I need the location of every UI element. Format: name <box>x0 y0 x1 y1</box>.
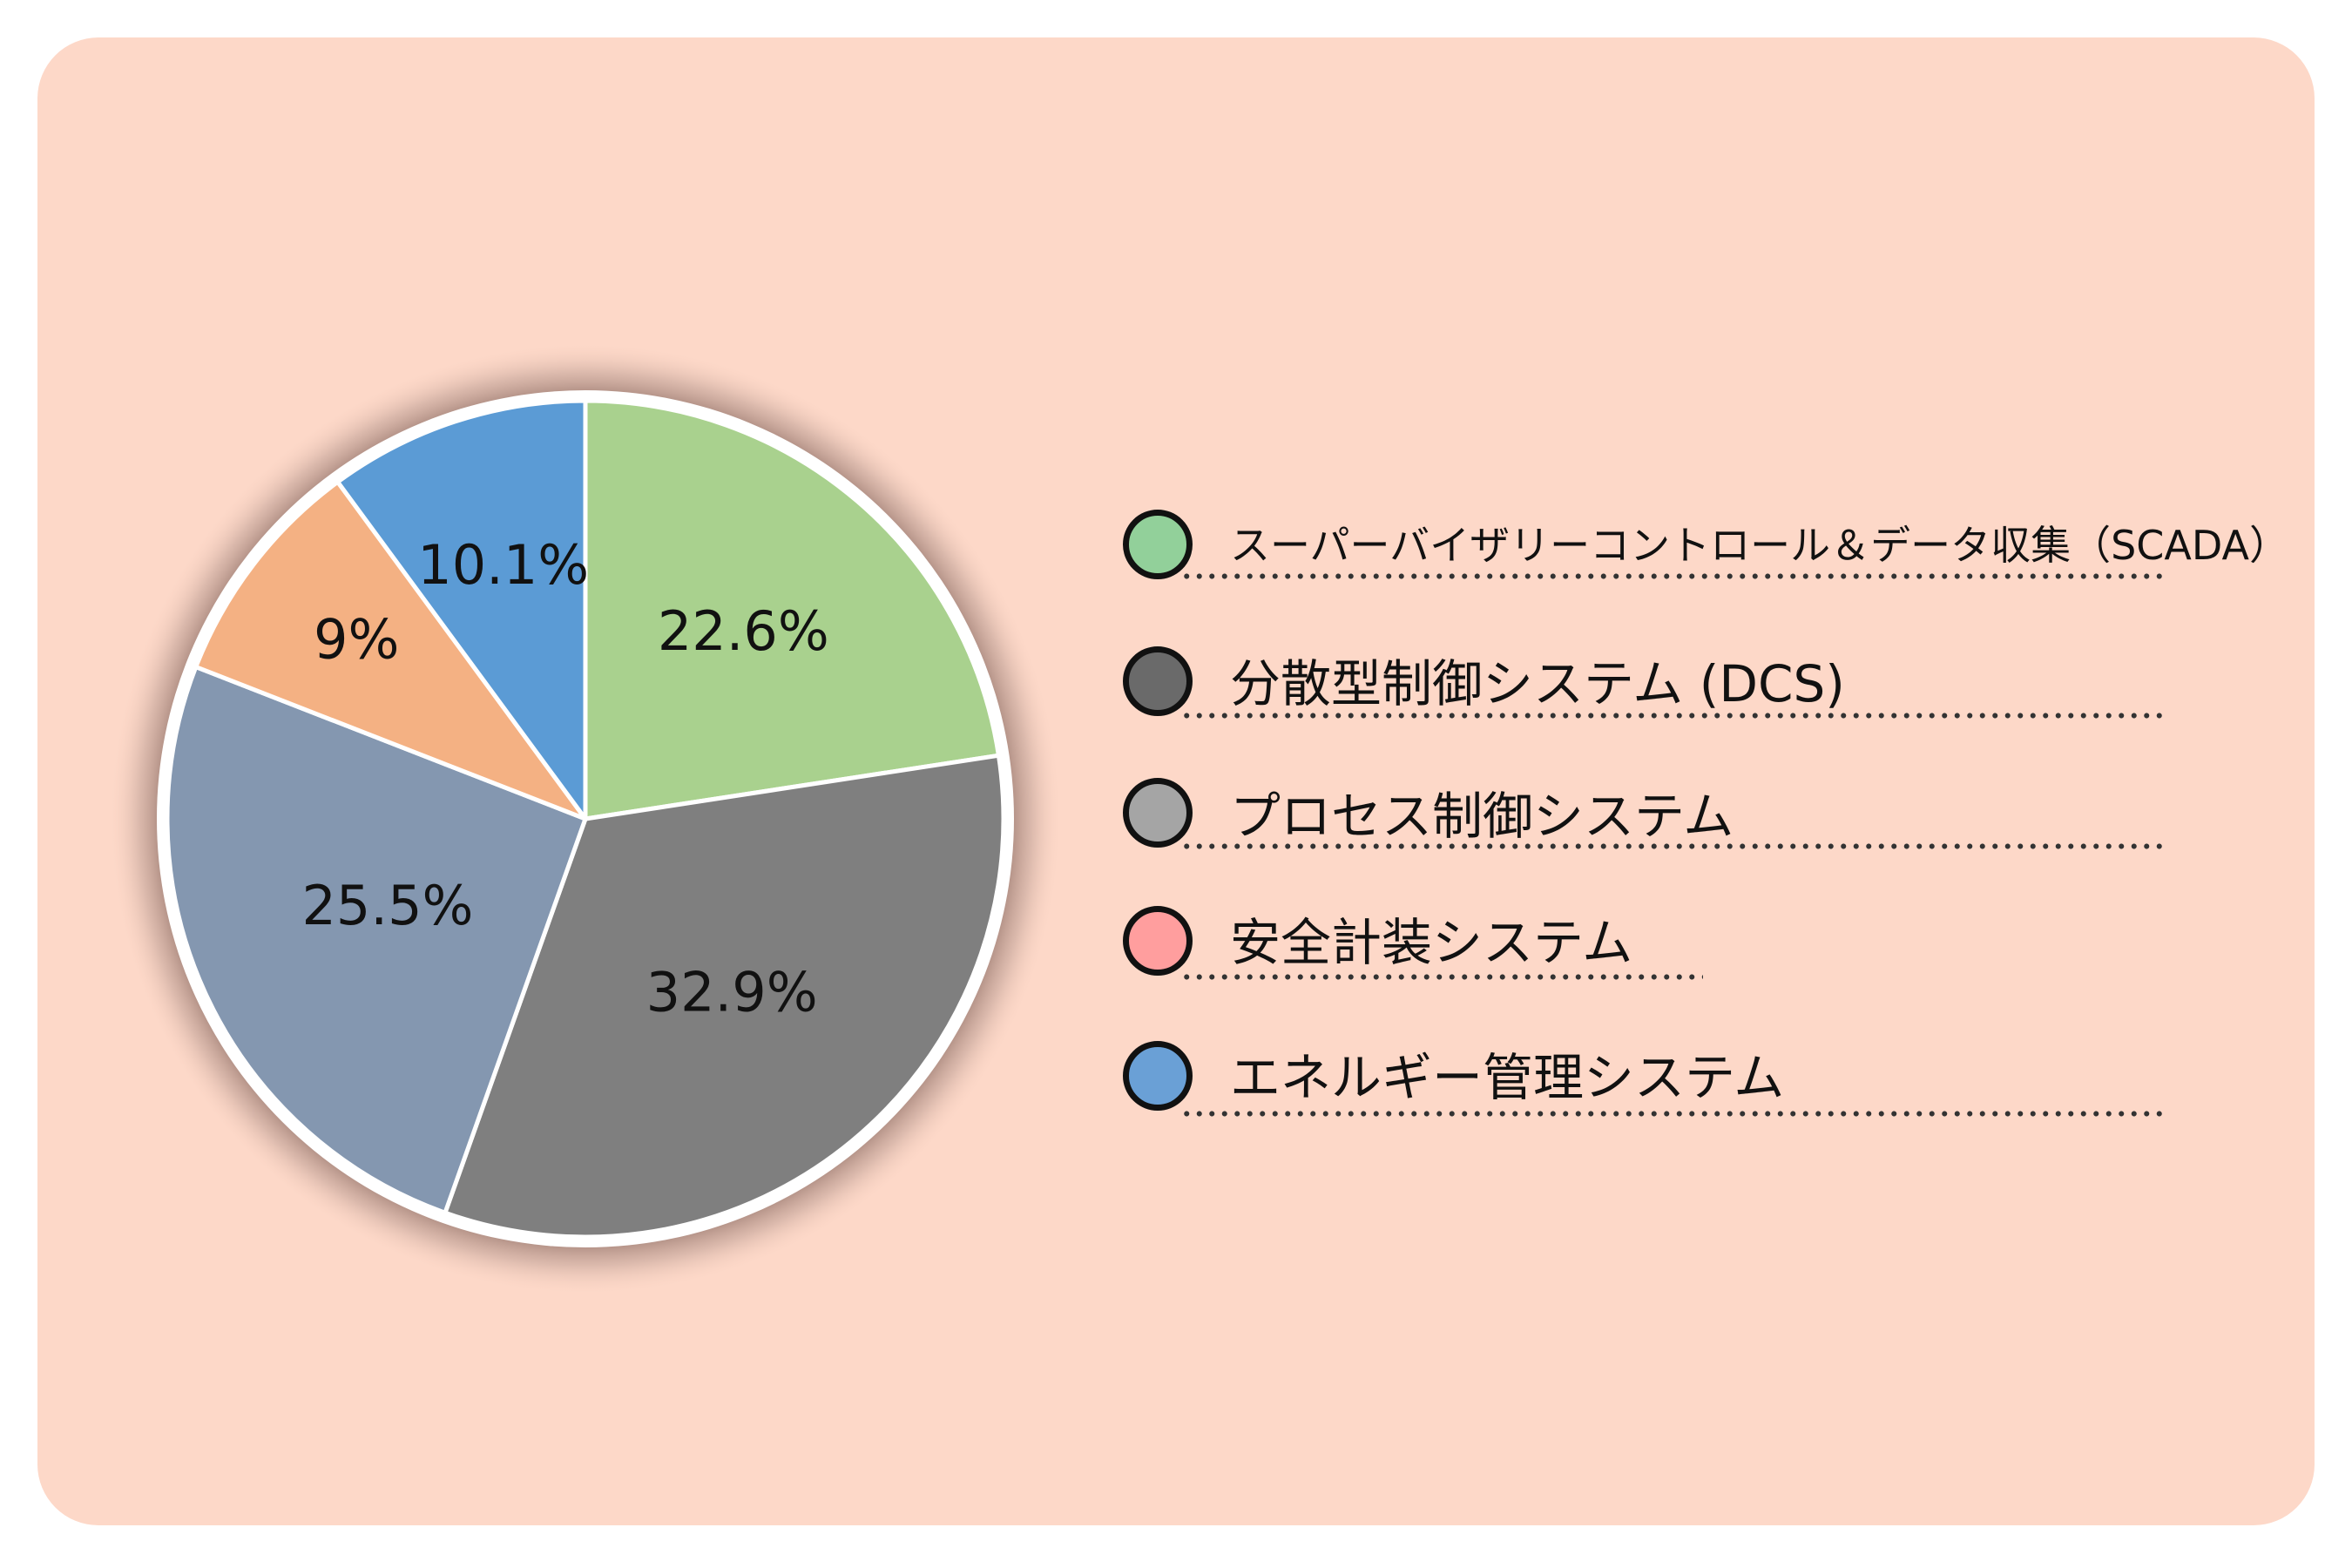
pie-slice-3 <box>165 665 588 1215</box>
pie-slice-1 <box>583 398 1001 821</box>
pie-slice-2 <box>443 753 1006 1240</box>
pie-slice-4 <box>193 479 588 821</box>
pie-slice-label-2: 32.9% <box>646 961 818 1024</box>
pie-slice-5 <box>335 398 588 821</box>
pie-slices <box>165 398 1006 1240</box>
pie-slice-label-3: 25.5% <box>301 874 473 937</box>
pie-slice-label-4: 9% <box>314 608 399 672</box>
pie-slice-label-1: 22.6% <box>658 599 829 663</box>
pie-slice-label-5: 10.1% <box>417 533 589 597</box>
pie-slice-labels: 22.6% 32.9% 25.5% 9% 10.1% <box>301 533 828 1024</box>
